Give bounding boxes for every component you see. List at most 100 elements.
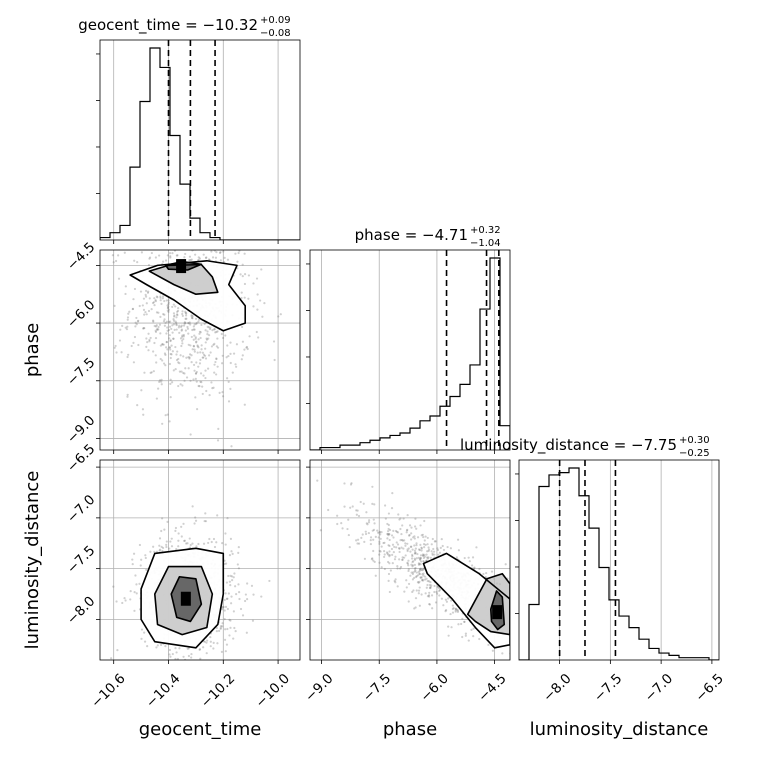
- scatter-point: [251, 234, 253, 236]
- scatter-point: [200, 344, 203, 347]
- scatter-point: [412, 536, 415, 539]
- scatter-point: [209, 640, 212, 643]
- scatter-point: [158, 379, 162, 382]
- scatter-point: [193, 369, 196, 372]
- scatter-point: [206, 241, 208, 243]
- scatter-point: [226, 258, 230, 261]
- scatter-point: [204, 237, 206, 239]
- scatter-point: [141, 304, 144, 307]
- scatter-point: [420, 568, 423, 571]
- scatter-point: [392, 551, 395, 554]
- scatter-point: [399, 527, 402, 531]
- histogram-step: [310, 257, 510, 450]
- scatter-point: [202, 356, 205, 359]
- scatter-point: [204, 512, 207, 515]
- scatter-point: [232, 352, 236, 355]
- scatter-point: [188, 244, 190, 246]
- scatter-point: [142, 413, 145, 416]
- scatter-point: [195, 214, 197, 216]
- scatter-point: [209, 636, 212, 639]
- scatter-point: [210, 540, 213, 544]
- scatter-point: [409, 574, 412, 577]
- scatter-point: [545, 657, 547, 659]
- scatter-point: [433, 550, 436, 553]
- scatter-point: [178, 370, 182, 373]
- scatter-point: [163, 528, 166, 531]
- scatter-point: [194, 377, 197, 380]
- scatter-point: [187, 322, 190, 325]
- scatter-point: [520, 619, 522, 621]
- scatter-point: [371, 557, 374, 560]
- scatter-point: [199, 331, 202, 334]
- scatter-point: [141, 408, 145, 411]
- density-peak: [492, 605, 503, 620]
- scatter-point: [172, 312, 176, 315]
- scatter-point: [406, 514, 409, 517]
- scatter-point: [213, 363, 216, 366]
- scatter-point: [212, 647, 215, 650]
- scatter-point: [229, 361, 232, 365]
- scatter-point: [196, 351, 199, 354]
- scatter-point: [362, 502, 365, 505]
- scatter-point: [407, 568, 410, 571]
- scatter-point: [429, 556, 432, 559]
- scatter-point: [377, 531, 380, 534]
- scatter-point: [407, 547, 410, 550]
- y-tick-label: −7.5: [64, 543, 98, 577]
- scatter-point: [411, 572, 414, 576]
- scatter-point: [155, 225, 157, 227]
- scatter-point: [151, 301, 155, 305]
- scatter-point: [415, 574, 418, 578]
- scatter-point: [156, 644, 159, 647]
- scatter-point: [455, 556, 458, 559]
- scatter-point: [143, 371, 146, 374]
- scatter-point: [131, 558, 134, 561]
- scatter-point: [194, 317, 198, 320]
- scatter-point: [117, 277, 121, 280]
- scatter-point: [513, 627, 515, 629]
- scatter-point: [140, 251, 144, 254]
- scatter-point: [139, 665, 141, 667]
- scatter-point: [177, 532, 180, 535]
- scatter-point: [194, 519, 198, 522]
- scatter-point: [144, 556, 147, 560]
- scatter-point: [371, 529, 374, 532]
- scatter-point: [152, 301, 156, 304]
- scatter-point: [467, 639, 470, 642]
- scatter-point: [392, 536, 395, 539]
- scatter-point: [195, 340, 198, 343]
- scatter-point: [186, 325, 189, 329]
- scatter-point: [387, 532, 391, 536]
- scatter-point: [205, 256, 208, 259]
- scatter-point: [161, 295, 165, 298]
- scatter-point: [511, 617, 513, 619]
- scatter-point: [135, 592, 138, 595]
- scatter-point: [154, 325, 158, 328]
- scatter-point: [177, 307, 180, 310]
- scatter-point: [152, 370, 155, 373]
- scatter-point: [209, 674, 211, 676]
- scatter-point: [134, 325, 137, 328]
- scatter-point: [160, 302, 163, 305]
- scatter-point: [355, 509, 358, 512]
- scatter-point: [420, 549, 423, 552]
- scatter-point: [387, 553, 390, 556]
- scatter-point: [221, 336, 225, 340]
- scatter-point: [133, 237, 135, 239]
- scatter-point: [138, 304, 141, 308]
- scatter-point: [369, 539, 372, 542]
- scatter-point: [237, 583, 240, 586]
- scatter-point: [139, 564, 142, 567]
- scatter-point: [119, 328, 122, 331]
- scatter-point: [401, 558, 404, 562]
- scatter-point: [182, 355, 185, 358]
- scatter-point: [197, 247, 199, 249]
- scatter-point: [514, 610, 516, 612]
- scatter-point: [413, 563, 416, 567]
- scatter-point: [438, 594, 441, 597]
- scatter-point: [192, 344, 195, 348]
- scatter-point: [177, 545, 180, 548]
- scatter-point: [420, 576, 423, 579]
- scatter-point: [583, 666, 585, 668]
- scatter-point: [449, 547, 452, 550]
